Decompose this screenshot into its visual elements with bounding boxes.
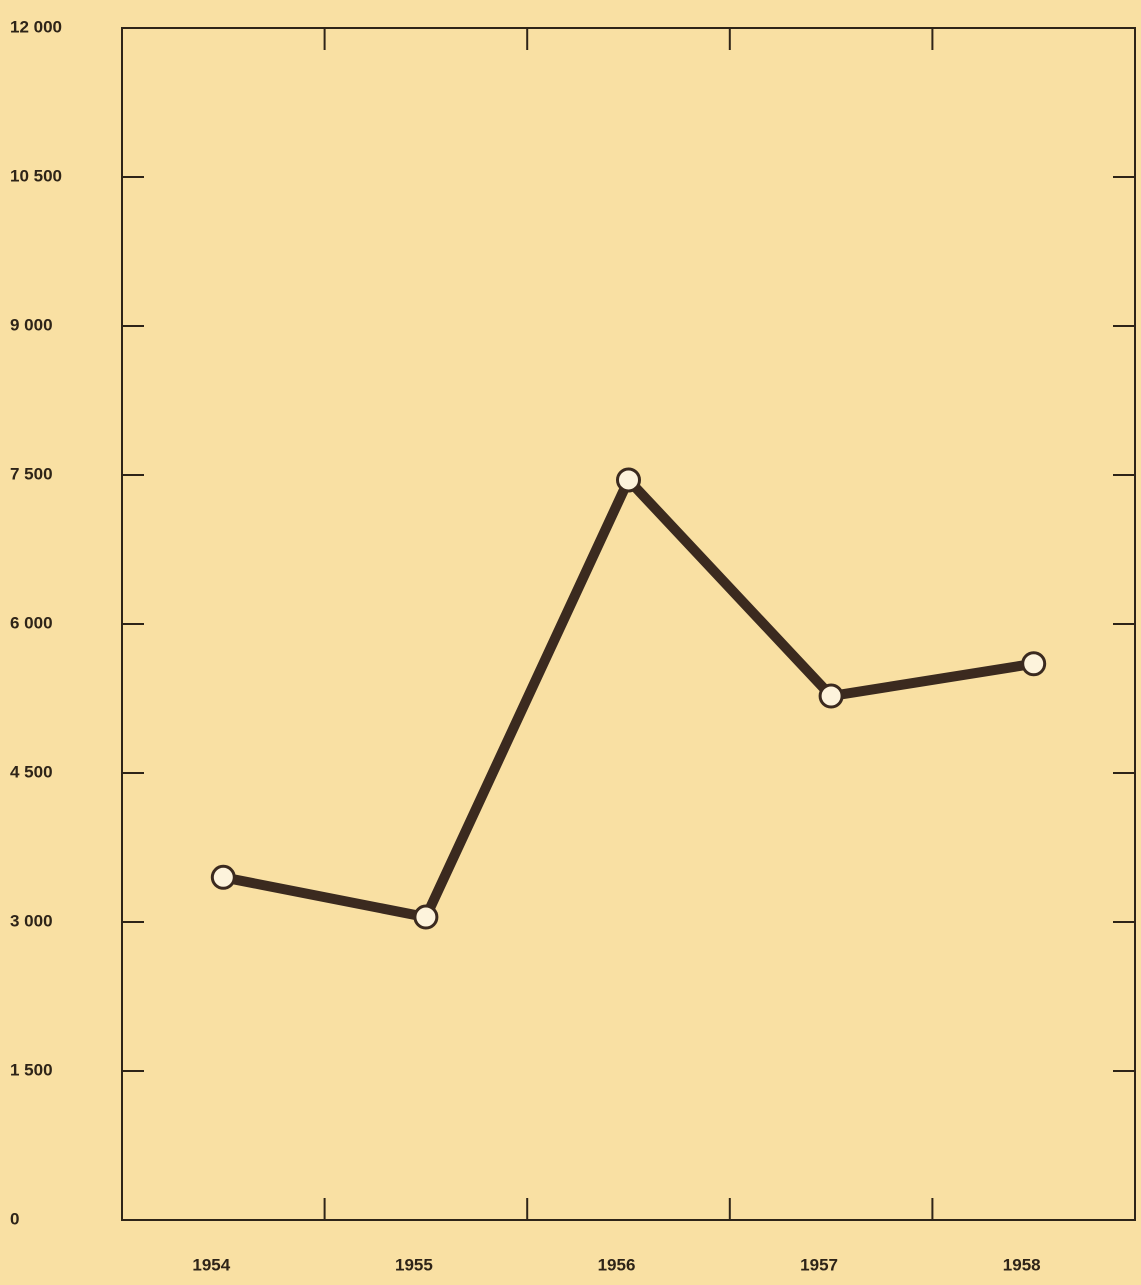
x-tick-label: 1958	[1003, 1255, 1041, 1274]
x-tick-label: 1954	[192, 1255, 230, 1274]
y-tick-label: 3 000	[10, 911, 53, 930]
y-tick-label: 0	[10, 1209, 19, 1228]
y-tick-label: 4 500	[10, 762, 53, 781]
y-tick-label: 6 000	[10, 613, 53, 632]
x-tick-label: 1956	[598, 1255, 636, 1274]
x-tick-label: 1957	[800, 1255, 838, 1274]
y-tick-label: 12 000	[10, 17, 62, 36]
data-point	[1021, 651, 1047, 677]
y-tick-label: 9 000	[10, 315, 53, 334]
x-tick-label: 1955	[395, 1255, 433, 1274]
y-tick-label: 1 500	[10, 1060, 53, 1079]
data-point	[413, 904, 439, 930]
data-point	[818, 683, 844, 709]
data-point	[616, 467, 641, 493]
data-point	[210, 864, 236, 890]
y-tick-label: 7 500	[10, 464, 53, 483]
y-tick-label: 10 500	[10, 166, 62, 185]
